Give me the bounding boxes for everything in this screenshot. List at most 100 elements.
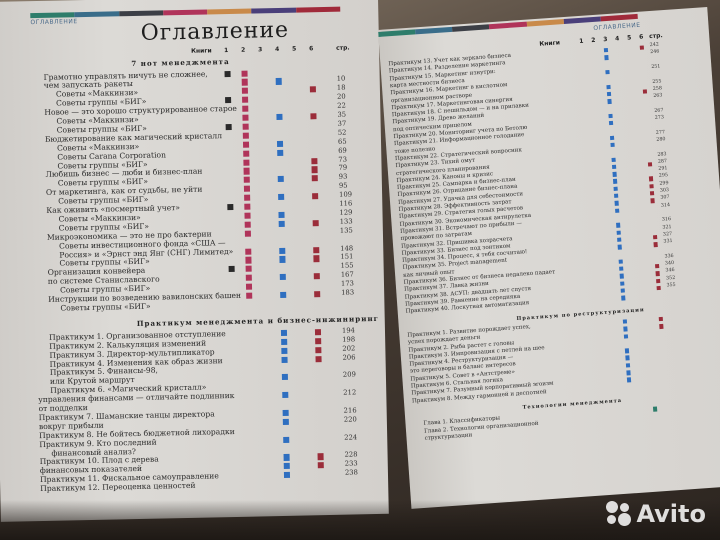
book-marker [317, 453, 324, 460]
page-number: 299 [659, 180, 669, 187]
book-marker [311, 166, 318, 173]
page-number: 331 [663, 239, 673, 245]
book-marker [609, 135, 615, 141]
page-number: 242 [649, 42, 660, 49]
book-marker [279, 247, 286, 254]
right-page: ОГЛАВЛЕНИЕ Книги 1 2 3 4 5 6 стр. Практикум 13.… [378, 6, 720, 509]
book-marker [228, 266, 235, 273]
book-marker [608, 120, 614, 126]
book-marker [650, 198, 656, 204]
page-number: 246 [650, 49, 660, 56]
page-number: 93 [338, 172, 348, 182]
book-marker [315, 355, 322, 362]
book-marker [655, 263, 660, 269]
book-marker [309, 86, 317, 93]
page-number: 216 [343, 406, 357, 415]
page-number: 314 [660, 202, 671, 209]
stripe-segment [118, 10, 164, 17]
book-marker [317, 462, 324, 469]
book-marker [241, 79, 248, 86]
book-marker [242, 105, 249, 112]
book-marker [655, 271, 661, 276]
book-marker [244, 221, 251, 228]
page-number: 224 [344, 433, 358, 442]
page-number: 22 [337, 101, 346, 110]
book-marker [282, 409, 289, 416]
page-number: 355 [666, 282, 676, 289]
book-marker [313, 246, 320, 253]
book-marker [314, 328, 322, 336]
book-marker [315, 346, 322, 353]
page-number: 280 [656, 137, 666, 143]
book-marker [283, 436, 290, 443]
stripe-segment [295, 6, 341, 13]
book-marker [623, 326, 629, 332]
stripe-segment [74, 11, 119, 18]
book-marker [603, 47, 609, 53]
page-number: 173 [340, 279, 355, 288]
toc-entry: Советы группы «БИГ» [60, 301, 151, 313]
book-marker [243, 150, 250, 157]
book-number: 5 [626, 34, 632, 42]
book-marker [276, 140, 284, 147]
book-marker [616, 230, 622, 235]
left-page: ОГЛАВЛЕНИЕ Оглавление Книги 1 2 3 4 5 6 стр. 7 … [0, 0, 389, 522]
page-number: 133 [339, 217, 353, 226]
page-number: 346 [665, 268, 675, 274]
book-marker [608, 113, 614, 119]
page-number: 228 [344, 450, 358, 460]
book-marker [616, 222, 621, 228]
book-marker [278, 220, 285, 227]
book-marker [639, 45, 645, 51]
book-marker [652, 234, 658, 240]
page-number: 220 [343, 415, 357, 424]
page-title: Оглавление [140, 17, 290, 46]
stripe-segment [207, 8, 252, 15]
page-number: 155 [340, 261, 354, 271]
toc-entry: Практикум 12. Переоценка ценностей [40, 480, 196, 494]
book-marker [617, 244, 623, 250]
book-marker [614, 193, 619, 199]
book-marker [275, 78, 282, 85]
page-number: 148 [340, 244, 354, 253]
page-number: 287 [657, 158, 668, 165]
book-marker [313, 273, 320, 280]
running-header: ОГЛАВЛЕНИЕ [593, 21, 641, 32]
bottom-shadow [0, 500, 720, 540]
book-marker [277, 176, 284, 183]
avito-logo-icon [606, 501, 632, 527]
book-marker [647, 161, 653, 167]
book-marker [280, 291, 287, 299]
page-number: 116 [339, 199, 353, 208]
page-number: 273 [654, 115, 665, 121]
book-marker [278, 194, 285, 201]
books-label: Книги [191, 47, 212, 55]
page-number: 255 [652, 78, 662, 85]
book-marker [612, 171, 618, 177]
book-number: 2 [240, 46, 246, 54]
book-marker [652, 406, 658, 412]
page-number: 212 [343, 388, 357, 397]
book-marker [613, 186, 619, 192]
book-marker [311, 157, 318, 164]
color-stripe [30, 6, 341, 19]
book-marker [282, 418, 289, 425]
book-marker [626, 370, 632, 376]
book-marker [313, 255, 320, 262]
book-marker [242, 96, 249, 104]
page-number: 291 [658, 166, 668, 172]
stripe-segment [251, 7, 296, 14]
book-marker [244, 194, 251, 201]
book-marker [622, 319, 628, 325]
book-number: 6 [638, 33, 644, 41]
book-marker [243, 176, 250, 184]
page-number: 52 [337, 128, 347, 137]
book-marker [614, 200, 620, 206]
stripe-segment [452, 24, 490, 32]
book-marker [626, 377, 632, 383]
book-marker [649, 191, 655, 196]
book-number: 3 [602, 36, 608, 44]
book-marker [245, 274, 252, 282]
book-number: 6 [308, 45, 314, 53]
page-number: 79 [338, 164, 348, 173]
